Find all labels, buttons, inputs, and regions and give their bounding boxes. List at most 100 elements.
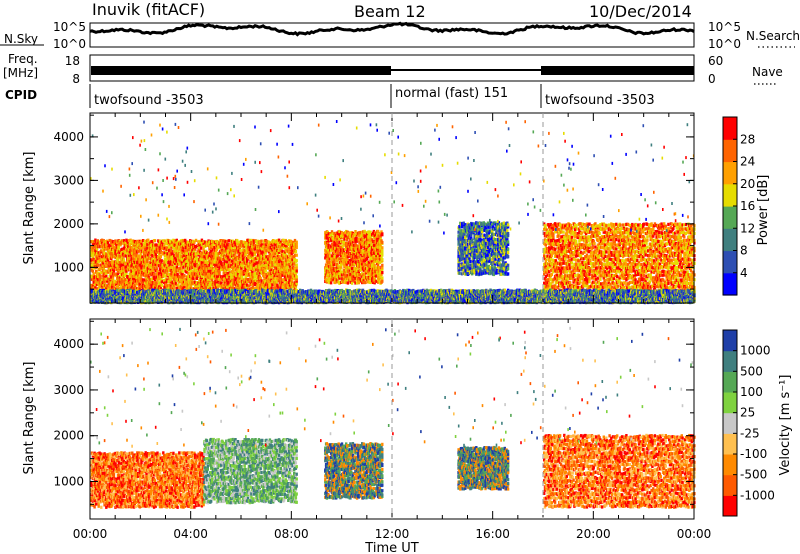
- echo-cell: [217, 284, 220, 288]
- echo-cell: [242, 240, 246, 244]
- echo-cell: [131, 256, 135, 260]
- echo-cell: [183, 256, 186, 260]
- echo-cell: [338, 232, 341, 236]
- echo-cell: [256, 261, 260, 265]
- echo-cell: [116, 267, 119, 272]
- echo-cell: [376, 257, 380, 261]
- echo-cell: [230, 283, 234, 287]
- echo-cell: [121, 271, 125, 275]
- echo-cell: [369, 255, 372, 259]
- echo-cell: [267, 240, 271, 244]
- echo-cell: [254, 259, 257, 263]
- echo-cell: [360, 246, 363, 250]
- echo-cell: [356, 263, 360, 267]
- echo-cell: [327, 243, 330, 247]
- echo-cell: [121, 280, 125, 284]
- echo-cell: [163, 246, 167, 250]
- echo-cell: [116, 285, 120, 289]
- echo-cell: [374, 272, 377, 276]
- echo-cell: [354, 256, 357, 260]
- echo-cell: [127, 256, 131, 260]
- echo-cell: [268, 280, 272, 284]
- echo-cell: [226, 249, 230, 253]
- echo-cell: [141, 280, 144, 284]
- echo-cell: [232, 263, 235, 268]
- echo-cell: [194, 282, 198, 286]
- echo-cell: [210, 278, 214, 282]
- echo-cell: [209, 281, 212, 285]
- echo-cell: [105, 269, 108, 273]
- echo-cell: [255, 277, 258, 281]
- echo-cell: [106, 270, 110, 274]
- echo-cell: [260, 282, 263, 286]
- echo-cell: [256, 250, 259, 254]
- echo-cell: [286, 246, 289, 250]
- echo-cell: [371, 248, 374, 252]
- echo-cell: [256, 284, 259, 288]
- echo-cell: [139, 248, 142, 252]
- echo-cell: [147, 281, 151, 285]
- echo-cell: [245, 277, 248, 282]
- echo-cell: [334, 246, 337, 250]
- echo-cell: [179, 269, 183, 273]
- echo-cell: [228, 258, 231, 262]
- echo-cell: [336, 267, 339, 271]
- echo-cell: [184, 238, 187, 242]
- echo-cell: [174, 245, 178, 249]
- echo-cell: [324, 275, 327, 279]
- echo-cell: [152, 249, 155, 253]
- echo-cell: [211, 283, 214, 287]
- echo-cell: [97, 287, 100, 291]
- echo-cell: [259, 248, 262, 252]
- cpid-segment-2: normal (fast) 151: [395, 86, 508, 101]
- echo-cell: [251, 285, 255, 289]
- echo-cell: [228, 239, 231, 243]
- echo-cell: [337, 243, 340, 248]
- echo-cell: [178, 245, 181, 249]
- nsky-label: N.Sky: [4, 32, 38, 46]
- echo-cell: [271, 283, 274, 287]
- echo-cell: [371, 231, 375, 235]
- echo-cell: [197, 253, 200, 257]
- echo-cell: [185, 251, 188, 255]
- echo-cell: [371, 238, 374, 242]
- echo-cell: [179, 263, 183, 267]
- echo-cell: [178, 278, 182, 282]
- echo-cell: [273, 271, 277, 275]
- echo-cell: [241, 252, 244, 256]
- echo-cell: [342, 239, 345, 243]
- echo-cell: [199, 278, 202, 282]
- echo-cell: [347, 265, 350, 269]
- echo-cell: [293, 253, 297, 257]
- echo-cell: [344, 274, 347, 278]
- echo-cell: [131, 276, 135, 280]
- echo-cell: [167, 260, 170, 265]
- echo-cell: [338, 229, 341, 234]
- echo-cell: [155, 246, 158, 250]
- echo-cell: [147, 269, 151, 273]
- echo-cell: [227, 273, 230, 277]
- echo-cell: [106, 241, 110, 245]
- echo-cell: [124, 254, 127, 258]
- freq-bar-2: [391, 69, 541, 71]
- echo-cell: [358, 260, 361, 264]
- nsky-strip: N.Sky 10^5 10^0 10^5 10^0 N.Search: [0, 20, 800, 51]
- echo-cell: [146, 260, 149, 264]
- echo-cell: [255, 261, 258, 265]
- echo-cell: [366, 280, 370, 284]
- echo-cell: [227, 255, 230, 259]
- echo-cell: [295, 275, 298, 279]
- echo-cell: [246, 246, 250, 250]
- echo-cell: [261, 264, 264, 268]
- echo-cell: [238, 268, 241, 272]
- echo-cell: [149, 260, 152, 264]
- echo-cell: [261, 247, 264, 251]
- echo-cell: [100, 278, 104, 282]
- echo-cell: [142, 278, 145, 282]
- echo-cell: [327, 266, 330, 271]
- echo-cell: [274, 263, 277, 267]
- echo-cell: [196, 285, 199, 289]
- echo-cell: [340, 273, 344, 277]
- echo-cell: [324, 267, 328, 271]
- echo-cell: [238, 276, 241, 280]
